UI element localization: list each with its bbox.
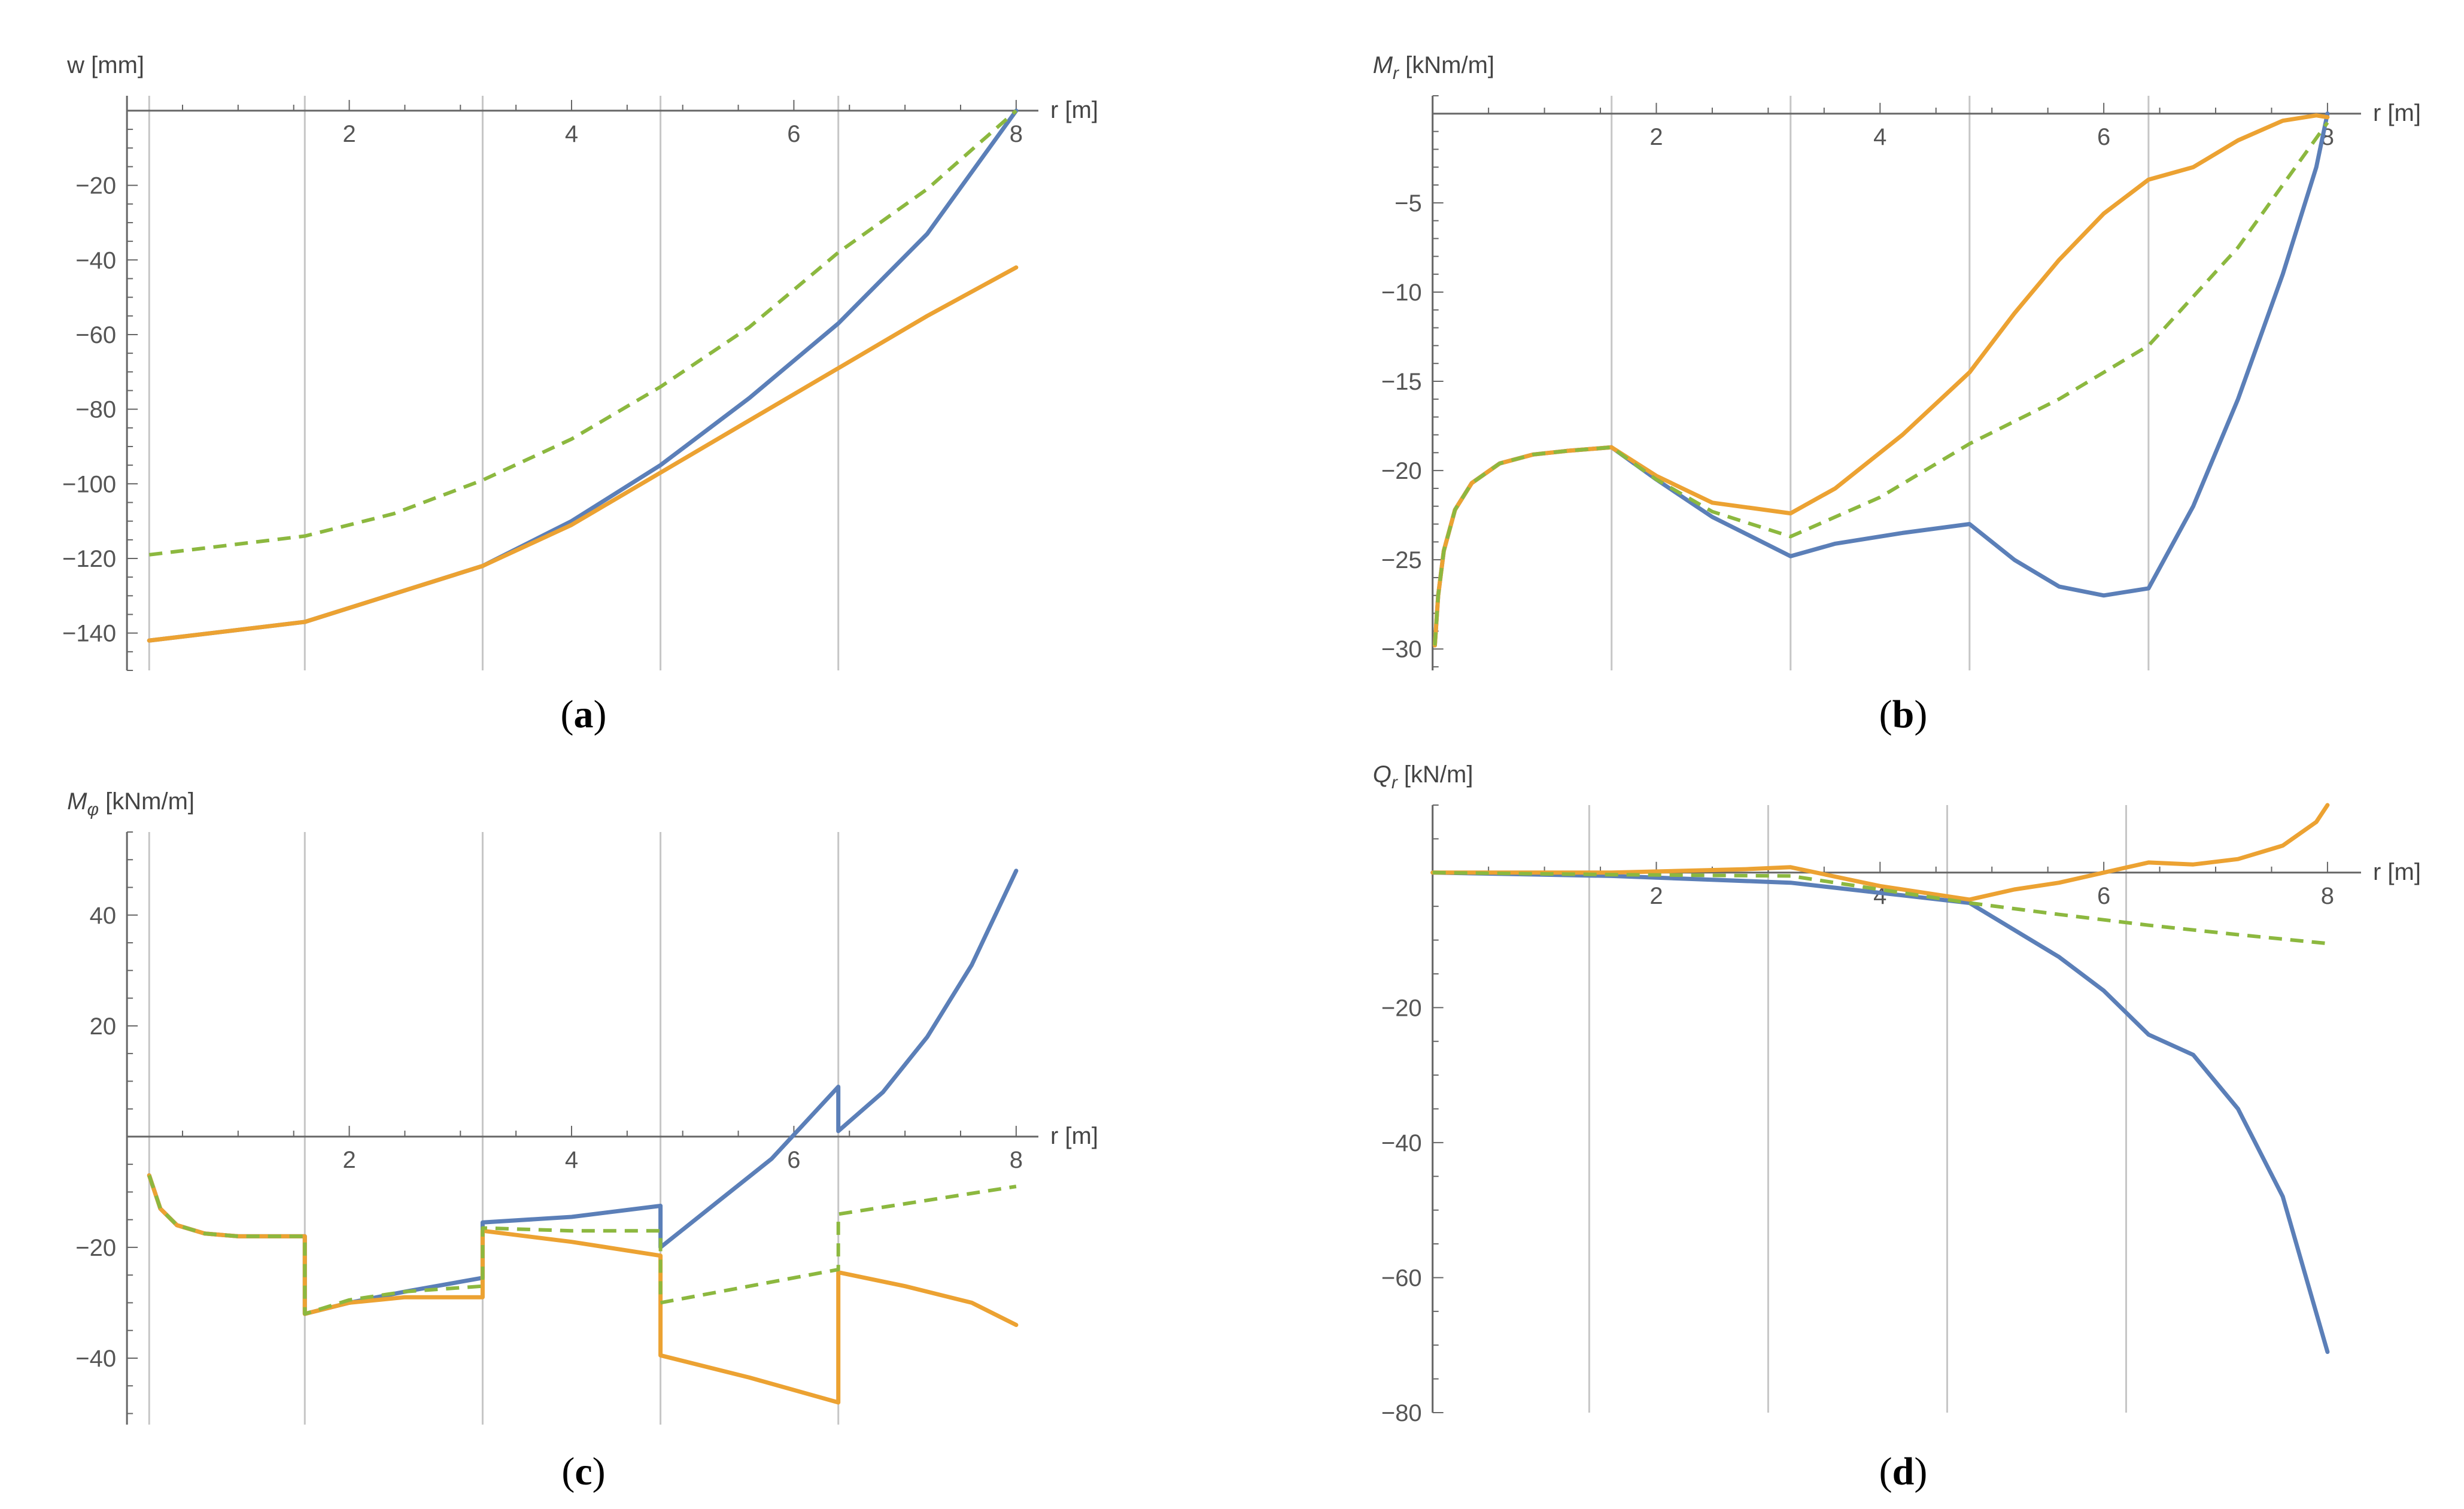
y-tick-label-c: −40 <box>75 1346 116 1372</box>
y-axis-unit-b: [kNm/m] <box>1399 52 1494 78</box>
x-tick-label-a: 6 <box>787 121 800 147</box>
series-green-line-c <box>147 1174 1017 1316</box>
y-tick-label-c: 40 <box>90 903 117 929</box>
y-axis-symbol-d: Q <box>1373 761 1391 788</box>
panel-caption-c: (c) <box>561 1450 605 1493</box>
y-axis-symbol-b: M <box>1373 52 1393 78</box>
y-axis-label-c: Mφ [kNm/m] <box>67 788 195 819</box>
y-tick-label-d: −80 <box>1381 1400 1422 1426</box>
x-axis-label-b: r [m] <box>2373 100 2421 126</box>
y-tick-label-a: −80 <box>75 397 116 423</box>
series-blue-line-b <box>1432 111 2330 648</box>
panel-caption-d: (d) <box>1879 1450 1928 1493</box>
y-axis-subscript-b: r <box>1393 63 1399 83</box>
panel-b: 2 4 6 8−5−10−15−20−25−30r [m]Mr [kNm/m](b) <box>1373 52 2421 736</box>
y-tick-label-d: −20 <box>1381 995 1422 1021</box>
series-blue-line-a <box>147 108 1019 643</box>
x-tick-label-d: 4 <box>1873 883 1886 909</box>
series-green-line-d <box>1432 870 2328 946</box>
series-orange-line-d <box>1430 803 2330 902</box>
y-tick-label-a: −140 <box>62 621 116 647</box>
y-axis-label-d: Qr [kN/m] <box>1373 761 1473 793</box>
y-axis-label-a: w [mm] <box>66 52 144 78</box>
x-tick-label-a: 4 <box>565 121 578 147</box>
x-tick-label-c: 2 <box>342 1147 356 1173</box>
x-tick-label-a: 2 <box>342 121 356 147</box>
y-tick-label-a: −20 <box>75 173 116 199</box>
panel-caption-b: (b) <box>1879 693 1928 736</box>
x-axis-label-a: r [m] <box>1050 97 1098 123</box>
x-tick-label-a: 8 <box>1010 121 1023 147</box>
x-axis-label-c: r [m] <box>1050 1123 1098 1149</box>
x-tick-label-d: 2 <box>1649 883 1663 909</box>
y-tick-label-a: −40 <box>75 247 116 274</box>
panel-caption-a: (a) <box>561 693 607 736</box>
y-axis-subscript-d: r <box>1391 773 1398 793</box>
y-tick-label-a: −60 <box>75 322 116 348</box>
series-green-line-b <box>1433 121 2329 646</box>
y-tick-label-a: −100 <box>62 471 116 497</box>
x-tick-label-c: 6 <box>787 1147 800 1173</box>
y-axis-symbol-c: M <box>67 788 87 815</box>
y-tick-label-b: −30 <box>1381 636 1422 663</box>
y-axis-label-b: Mr [kNm/m] <box>1373 52 1494 83</box>
x-axis-label-d: r [m] <box>2373 859 2421 885</box>
x-tick-label-d: 6 <box>2097 883 2110 909</box>
y-tick-label-d: −60 <box>1381 1265 1422 1291</box>
x-tick-label-c: 8 <box>1010 1147 1023 1173</box>
y-axis-unit-d: [kN/m] <box>1397 761 1473 788</box>
series-orange-line-c <box>147 1173 1019 1405</box>
y-axis-unit-c: [kNm/m] <box>99 788 195 815</box>
x-tick-label-d: 8 <box>2321 883 2334 909</box>
y-tick-label-c: −20 <box>75 1235 116 1261</box>
series-orange-line-b <box>1432 113 2330 648</box>
y-tick-label-c: 20 <box>90 1013 117 1040</box>
x-tick-label-c: 4 <box>565 1147 578 1173</box>
x-tick-label-b: 4 <box>1873 124 1886 150</box>
panel-c: 2 4 6 8 40 20 −20 −40 r [m] Mφ [kNm/m] (c) <box>67 788 1098 1493</box>
y-tick-label-b: −5 <box>1394 190 1422 217</box>
y-tick-label-b: −25 <box>1381 547 1422 573</box>
series-green-line-a <box>148 109 1017 557</box>
y-tick-label-b: −15 <box>1381 369 1422 395</box>
series-blue-line-d <box>1430 870 2330 1354</box>
series-blue-line-c <box>147 869 1019 1316</box>
y-tick-label-a: −120 <box>62 546 116 572</box>
y-tick-label-b: −20 <box>1381 458 1422 484</box>
x-tick-label-b: 2 <box>1649 124 1663 150</box>
y-tick-label-d: −40 <box>1381 1130 1422 1156</box>
y-tick-label-b: −10 <box>1381 280 1422 306</box>
y-axis-subscript-c: φ <box>87 800 99 819</box>
panel-d: 2 4 6 8 −20 −40 −60 −80 r [m] Qr [kN/m] (d) <box>1373 761 2421 1493</box>
panel-a: 2 4 6 8 −20 −40 −60 −80 −100 −120 −140 r [m] w [mm] (… <box>62 52 1098 736</box>
x-tick-label-b: 6 <box>2097 124 2110 150</box>
series-orange-line-a <box>147 265 1019 643</box>
